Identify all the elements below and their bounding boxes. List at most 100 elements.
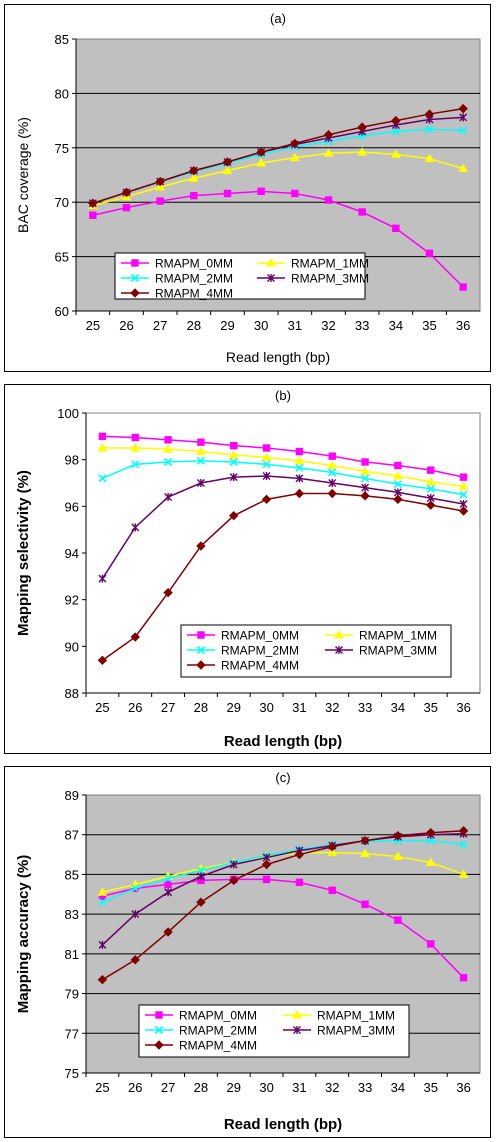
- data-point: [262, 875, 271, 884]
- data-point: [459, 283, 467, 291]
- data-point: [458, 869, 469, 878]
- series-rmapm-1mm: [97, 442, 469, 490]
- x-tick-label: 31: [292, 1080, 306, 1095]
- y-axis-label: Mapping selectivity (%): [15, 470, 32, 636]
- data-point: [130, 632, 140, 642]
- data-point: [229, 473, 238, 482]
- data-point: [229, 457, 238, 467]
- data-point: [256, 158, 267, 167]
- data-point: [458, 163, 469, 172]
- legend-swatch-marker: [131, 259, 139, 267]
- x-tick-label: 28: [194, 1080, 208, 1095]
- y-tick-label: 98: [65, 453, 79, 468]
- data-point: [97, 974, 108, 985]
- data-point: [358, 208, 366, 216]
- data-point: [459, 113, 468, 122]
- y-tick-label: 90: [65, 639, 79, 654]
- data-point: [425, 125, 434, 134]
- y-tick-label: 75: [65, 1066, 79, 1081]
- legend-swatch-marker: [266, 257, 276, 267]
- data-point: [459, 473, 468, 481]
- data-point: [98, 474, 107, 483]
- legend-item: RMAPM_4MM: [145, 1039, 257, 1053]
- data-point: [98, 432, 107, 441]
- data-point: [361, 458, 369, 466]
- x-tick-label: 32: [325, 700, 339, 715]
- y-tick-label: 100: [57, 406, 79, 421]
- y-tick-label: 85: [55, 32, 69, 47]
- data-point: [89, 211, 97, 219]
- data-point: [257, 187, 265, 196]
- data-point: [196, 872, 205, 881]
- legend-item: RMAPM_0MM: [187, 629, 299, 643]
- series-line: [101, 492, 464, 661]
- data-point: [131, 910, 140, 919]
- x-tick-label: 27: [161, 1080, 175, 1095]
- data-point: [458, 506, 469, 516]
- x-tick-label: 36: [456, 1080, 470, 1095]
- data-point: [357, 122, 367, 132]
- data-point: [295, 447, 304, 456]
- x-axis-label: Read length (bp): [224, 733, 342, 750]
- series-line: [92, 190, 464, 288]
- data-point: [262, 472, 271, 480]
- x-tick-label: 34: [389, 318, 403, 333]
- legend-item: RMAPM_3MM: [257, 272, 369, 286]
- data-point: [122, 203, 131, 212]
- x-tick-label: 29: [227, 1080, 241, 1095]
- data-point: [294, 849, 305, 860]
- x-axis-label: Read length (bp): [226, 349, 330, 365]
- legend-item: RMAPM_3MM: [325, 644, 437, 658]
- data-point: [189, 165, 199, 176]
- data-point: [97, 442, 108, 452]
- data-point: [131, 460, 140, 469]
- chart-title: (c): [275, 770, 290, 785]
- data-point: [391, 115, 401, 126]
- data-point: [163, 587, 173, 598]
- y-tick-label: 65: [55, 250, 69, 265]
- y-tick-label: 85: [65, 867, 79, 882]
- x-tick-label: 28: [194, 700, 208, 715]
- data-point: [229, 510, 239, 521]
- data-point: [97, 655, 108, 666]
- data-point: [261, 452, 272, 461]
- data-point: [361, 900, 369, 908]
- chart-title: (a): [270, 11, 286, 26]
- legend-swatch-marker: [154, 1025, 164, 1035]
- data-point: [360, 835, 370, 846]
- chart-b-svg: (b) 88 90 92 94 96 98 100 25 26 27 28 29 30 31 32 33 34 35…: [15, 388, 481, 750]
- data-point: [424, 153, 435, 163]
- x-tick-label: 34: [391, 1080, 405, 1095]
- series-line: [102, 829, 464, 981]
- data-point: [328, 452, 336, 460]
- series-rmapm-2mm: [98, 836, 468, 907]
- series-line: [101, 832, 464, 946]
- data-point: [393, 851, 403, 861]
- data-point: [197, 438, 205, 446]
- data-point: [196, 479, 205, 487]
- data-point: [164, 874, 173, 883]
- x-tick-label: 33: [358, 1080, 372, 1095]
- series-rmapm-0mm: [89, 187, 467, 291]
- data-point: [328, 479, 337, 487]
- data-point: [196, 446, 206, 455]
- legend-label: RMAPM_2MM: [221, 644, 299, 658]
- x-tick-label: 26: [128, 700, 142, 715]
- series-line: [101, 475, 464, 580]
- series-line: [102, 460, 464, 496]
- data-point: [360, 491, 370, 501]
- data-point: [459, 126, 468, 135]
- data-point: [294, 488, 305, 499]
- legend-swatch-marker: [154, 1040, 164, 1050]
- chart-panel-c: (c) 75 77 79 81 83 85 87 89 25 26 27 28 29 30 31 32 33 34 3…: [4, 766, 491, 1138]
- y-axis-label: Mapping accuracy (%): [15, 855, 32, 1013]
- data-point: [393, 494, 403, 505]
- data-point: [164, 436, 172, 444]
- data-point: [327, 488, 337, 499]
- legend-box: [180, 624, 452, 678]
- data-point: [230, 441, 238, 450]
- data-point: [222, 157, 233, 167]
- data-point: [427, 940, 435, 948]
- data-point: [425, 249, 434, 258]
- legend-label: RMAPM_1MM: [291, 257, 369, 271]
